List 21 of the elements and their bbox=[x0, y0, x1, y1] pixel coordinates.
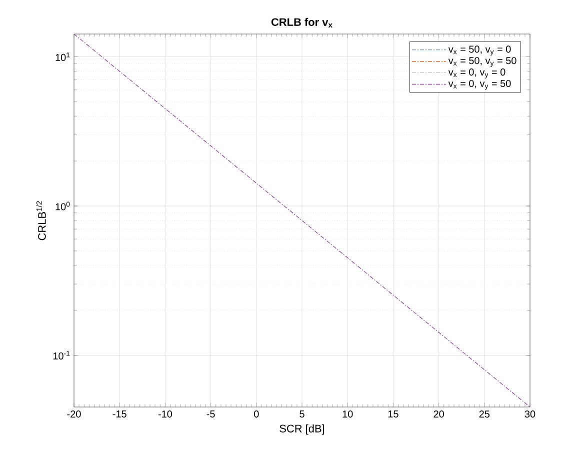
x-tick-label: 0 bbox=[254, 410, 259, 418]
y-tick-label: 10$^{-1}$ bbox=[53, 350, 70, 360]
y-axis-title: CRLB$^{1/2}$ bbox=[36, 201, 46, 240]
x-tick-label: 20 bbox=[434, 410, 444, 418]
chart-title: CRLB for v$_{x}$ bbox=[271, 18, 332, 28]
x-axis-title: SCR [dB] bbox=[280, 424, 324, 435]
x-tick-label: 5 bbox=[300, 410, 304, 418]
x-tick-label: -15 bbox=[112, 410, 126, 418]
x-tick-label: -10 bbox=[158, 410, 172, 418]
legend-label: v$_{x}$ = 50, v$_{y}$ = 0 bbox=[448, 46, 511, 56]
legend-label: v$_{x}$ = 0, v$_{y}$ = 0 bbox=[448, 68, 506, 78]
x-tick-label: -5 bbox=[206, 410, 215, 418]
y-tick-label: 10$^{1}$ bbox=[56, 52, 70, 61]
x-tick-label: 10 bbox=[342, 410, 353, 418]
x-tick-label: 30 bbox=[524, 410, 536, 418]
x-tick-label: 25 bbox=[479, 410, 490, 418]
legend-label: v$_{x}$ = 50, v$_{y}$ = 50 bbox=[448, 57, 516, 67]
y-tick-label: 10$^{0}$ bbox=[56, 202, 70, 210]
x-tick-label: -20 bbox=[67, 410, 81, 418]
x-tick-label: 15 bbox=[388, 410, 398, 418]
legend-label: v$_{x}$ = 0, v$_{y}$ = 50 bbox=[448, 80, 511, 90]
